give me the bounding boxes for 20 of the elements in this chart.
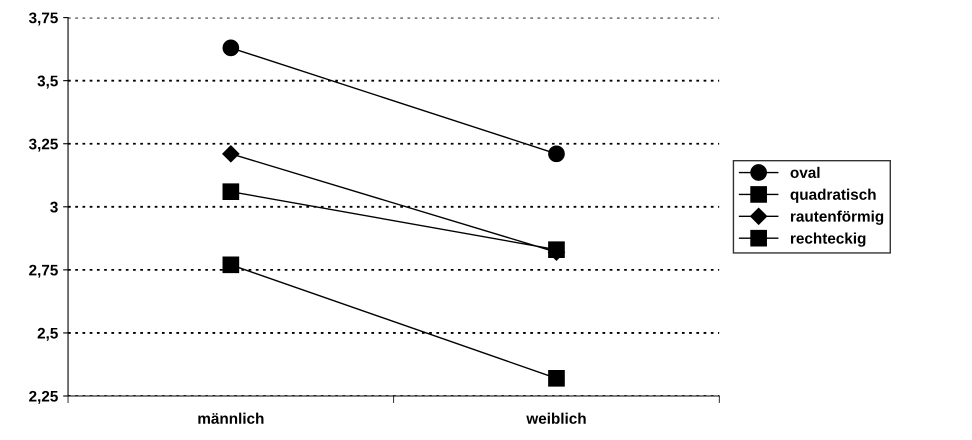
y-tick-label: 3,5	[37, 76, 58, 89]
point	[222, 256, 240, 274]
legend-label: oval	[790, 166, 820, 178]
y-tick-label: 3,75	[28, 12, 58, 26]
point	[548, 370, 565, 387]
y-tick-label: 3	[50, 202, 58, 213]
point	[548, 241, 565, 258]
legend-label: rechteckig	[790, 232, 866, 247]
point	[222, 145, 240, 162]
point	[222, 183, 240, 200]
x-tick-label: männlich	[198, 412, 264, 424]
y-tick-label: 3,25	[28, 138, 58, 152]
y-tick-label: 2,25	[29, 390, 58, 404]
legend-label: quadratisch	[790, 188, 876, 203]
point	[548, 145, 565, 162]
point	[222, 40, 240, 56]
x-tick-label: weiblich	[526, 412, 586, 424]
y-tick-label: 2,75	[29, 264, 58, 278]
y-tick-label: 2,5	[38, 328, 58, 341]
legend-label: rautenförmig	[790, 210, 884, 225]
